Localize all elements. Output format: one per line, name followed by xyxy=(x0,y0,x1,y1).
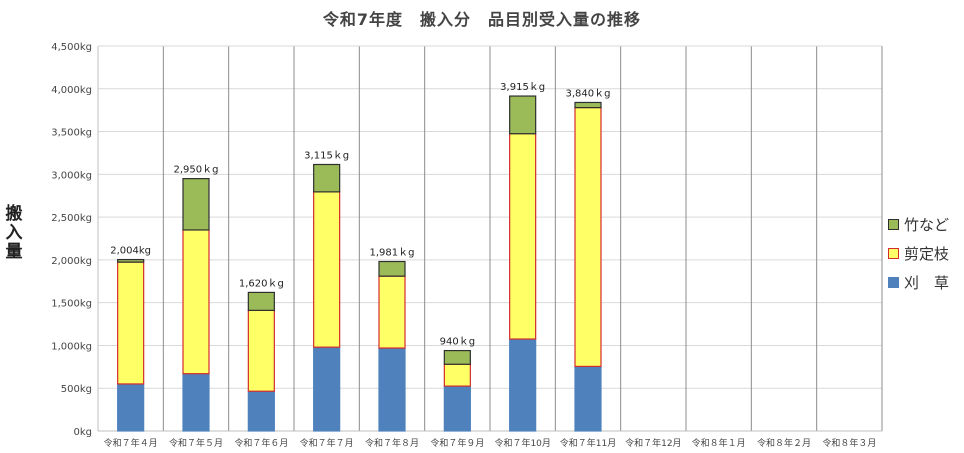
y-tick-label: 1,500kg xyxy=(51,299,92,310)
y-tick-label: 500kg xyxy=(61,384,92,395)
bar-segment xyxy=(509,338,537,432)
legend-label: 剪定枝 xyxy=(904,245,950,263)
x-tick-label: 令和７年８月 xyxy=(365,437,419,449)
x-tick-label: 令和７年11月 xyxy=(560,437,616,449)
bar-segment xyxy=(443,349,471,365)
x-tick-label: 令和７年７月 xyxy=(300,437,354,449)
bar-total-label: 3,840ｋg xyxy=(566,87,611,99)
bar-segment xyxy=(443,385,471,432)
legend-swatch xyxy=(888,248,899,259)
bar-segment xyxy=(378,260,406,277)
x-tick-label: 令和８年２月 xyxy=(757,437,811,449)
bar-total-label: 3,915ｋg xyxy=(500,81,545,93)
x-tick-label: 令和７年10月 xyxy=(494,437,550,449)
legend-swatch xyxy=(888,277,899,288)
bar-segment xyxy=(574,101,602,109)
x-tick-label: 令和８年３月 xyxy=(822,437,876,449)
y-tick-label: 2,000kg xyxy=(51,256,92,267)
bar-segment xyxy=(313,346,341,432)
y-tick-label: 2,500kg xyxy=(51,213,92,224)
bar-segment xyxy=(509,95,537,135)
chart-title: 令和7年度 搬入分 品目別受入量の推移 xyxy=(322,10,642,29)
bar-segment xyxy=(182,229,210,375)
bar-segment xyxy=(182,178,210,231)
bar-segment xyxy=(247,291,275,311)
bar-segment xyxy=(509,133,537,340)
bar-total-label: 3,115ｋg xyxy=(304,149,349,161)
legend-swatch xyxy=(888,219,899,230)
chart-legend: 竹など 剪定枝刈 草 xyxy=(888,210,949,297)
bar-total-label: 1,981ｋg xyxy=(370,247,415,259)
legend-item: 剪定枝 xyxy=(888,239,949,268)
bar-segment xyxy=(117,383,145,432)
x-tick-label: 令和７年９月 xyxy=(430,437,484,449)
bar-total-label: 940ｋg xyxy=(440,336,475,348)
y-tick-label: 0kg xyxy=(73,427,92,438)
legend-label: 刈 草 xyxy=(904,274,950,292)
bar-segment xyxy=(117,258,145,263)
bar-segment xyxy=(443,363,471,387)
x-tick-label: 令和７年６月 xyxy=(234,437,288,449)
legend-item: 刈 草 xyxy=(888,268,949,297)
bar-segment xyxy=(378,347,406,432)
bar-total-label: 1,620ｋg xyxy=(239,277,284,289)
legend-label: 竹など xyxy=(904,216,950,234)
bar-total-label: 2,004kg xyxy=(110,246,151,257)
bar-segment xyxy=(182,373,210,432)
y-axis-title: 搬入量 xyxy=(5,204,23,262)
y-tick-label: 1,000kg xyxy=(51,341,92,352)
bar-segment xyxy=(313,191,341,348)
bar-segment xyxy=(574,106,602,368)
bar-segment xyxy=(378,275,406,349)
x-tick-label: 令和７年12月 xyxy=(625,437,681,449)
x-tick-label: 令和７年５月 xyxy=(169,437,223,449)
y-tick-label: 4,000kg xyxy=(51,85,92,96)
bar-segment xyxy=(574,365,602,432)
legend-item: 竹など xyxy=(888,210,949,239)
x-tick-label: 令和７年４月 xyxy=(104,437,158,449)
y-tick-label: 3,500kg xyxy=(51,128,92,139)
bar-segment xyxy=(313,163,341,193)
bar-total-label: 2,950ｋg xyxy=(174,164,219,176)
y-tick-label: 3,000kg xyxy=(51,170,92,181)
bar-segment xyxy=(247,390,275,432)
bar-segment xyxy=(247,309,275,392)
bar-segment xyxy=(117,261,145,385)
x-tick-label: 令和８年１月 xyxy=(692,437,746,449)
y-tick-label: 4,500kg xyxy=(51,42,92,53)
